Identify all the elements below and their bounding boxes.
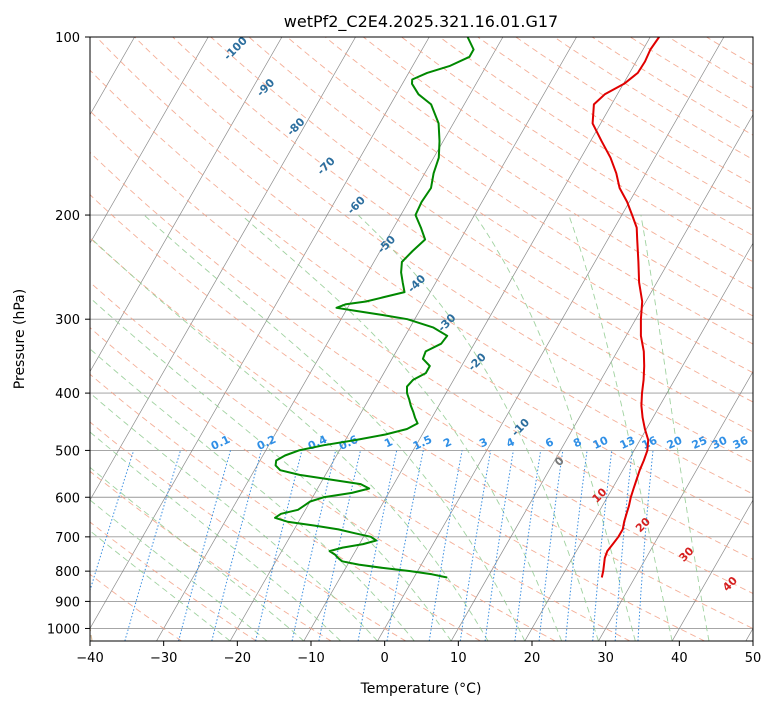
y-tick-label: 100 bbox=[55, 31, 80, 46]
dry-adiabat-line bbox=[324, 37, 753, 317]
moist-adiabat-line bbox=[90, 530, 231, 641]
y-tick-label: 400 bbox=[55, 387, 80, 402]
mixing-ratio-label: 36 bbox=[731, 434, 751, 452]
mixing-ratio-line bbox=[538, 450, 564, 641]
x-tick-label: −10 bbox=[297, 651, 324, 666]
mixing-ratio-line bbox=[178, 450, 231, 641]
y-axis-label: Pressure (hPa) bbox=[12, 289, 28, 389]
y-tick-label: 600 bbox=[55, 491, 80, 506]
isotherm-line bbox=[524, 242, 753, 641]
dry-adiabat-line bbox=[90, 194, 753, 630]
mixing-ratio-label: 30 bbox=[710, 434, 730, 452]
dewpoint-line bbox=[274, 37, 475, 579]
y-tick-label: 300 bbox=[55, 313, 80, 328]
moist-adiabat-line bbox=[90, 466, 305, 641]
y-tick-label: 500 bbox=[55, 444, 80, 459]
isotherm-line bbox=[90, 37, 356, 501]
x-tick-label: −40 bbox=[76, 651, 103, 666]
x-tick-label: 10 bbox=[450, 651, 467, 666]
mixing-ratio-line bbox=[255, 450, 303, 641]
moist-adiabat-line bbox=[640, 214, 710, 641]
mixing-ratio-line bbox=[124, 450, 181, 641]
dry-adiabat-line bbox=[286, 37, 753, 345]
plot-frame bbox=[89, 36, 754, 642]
dry-adiabat-line bbox=[90, 281, 631, 641]
dry-adiabat-line bbox=[96, 37, 753, 495]
dry-adiabat-line bbox=[248, 37, 753, 374]
dry-adiabat-line bbox=[591, 37, 753, 136]
isotherm-line bbox=[156, 37, 504, 641]
y-tick-label: 1000 bbox=[47, 622, 80, 637]
x-tick-label: 20 bbox=[524, 651, 541, 666]
dry-adiabat-line bbox=[90, 237, 705, 641]
isotherm-line bbox=[671, 499, 753, 641]
mixing-ratio-line bbox=[291, 450, 337, 641]
dry-adiabat-line bbox=[363, 37, 753, 290]
x-tick-label: −20 bbox=[224, 651, 251, 666]
mixing-ratio-line bbox=[592, 450, 613, 641]
y-tick-label: 900 bbox=[55, 595, 80, 610]
moist-adiabat-line bbox=[90, 392, 378, 641]
mixing-ratio-line bbox=[614, 450, 633, 641]
moist-adiabat-line bbox=[357, 214, 599, 641]
dry-adiabat-line bbox=[515, 37, 753, 185]
mixing-ratio-label: 16 bbox=[640, 434, 660, 452]
y-tick-label: 700 bbox=[55, 531, 80, 546]
mixing-ratio-label: 13 bbox=[618, 434, 637, 452]
moist-adiabat-line bbox=[90, 348, 415, 641]
mixing-ratio-label: 25 bbox=[690, 434, 709, 452]
x-tick-label: 0 bbox=[381, 651, 389, 666]
isotherm-line bbox=[598, 370, 753, 641]
mixing-ratio-line bbox=[90, 450, 135, 593]
chart-title: wetPf2_C2E4.2025.321.16.01.G17 bbox=[284, 12, 558, 32]
dry-adiabat-line bbox=[553, 37, 753, 161]
moist-adiabat-line bbox=[241, 214, 563, 641]
y-tick-label: 800 bbox=[55, 565, 80, 580]
mixing-ratio-label: 20 bbox=[665, 434, 685, 452]
isotherm-line bbox=[229, 37, 577, 641]
mixing-ratio-label: 10 bbox=[591, 434, 611, 452]
dry-adiabat-line bbox=[90, 151, 753, 595]
moist-adiabat-line bbox=[90, 236, 489, 641]
isotherm-line bbox=[90, 37, 283, 373]
y-tick-label: 200 bbox=[55, 209, 80, 224]
dry-adiabat-line bbox=[439, 37, 753, 236]
dry-adiabat-line bbox=[90, 110, 753, 560]
moist-adiabat-line bbox=[90, 431, 341, 641]
moist-adiabat-line bbox=[474, 214, 636, 641]
dry-adiabat-line bbox=[90, 327, 556, 641]
mixing-ratio-line bbox=[565, 450, 588, 641]
dry-adiabat-line bbox=[401, 37, 753, 263]
dry-adiabat-line bbox=[477, 37, 753, 211]
isotherm-line bbox=[450, 114, 753, 641]
mixing-ratio-line bbox=[211, 450, 262, 641]
x-tick-label: 50 bbox=[745, 651, 762, 666]
isotherm-line bbox=[90, 37, 209, 244]
x-axis-label: Temperature (°C) bbox=[360, 681, 482, 697]
moist-adiabat-line bbox=[90, 499, 268, 641]
axis-ticks: −40 −30 −20 −10 0 10 20 30 40 50 100 200 300 400 500 60… bbox=[47, 31, 761, 666]
dry-adiabat-line bbox=[90, 69, 753, 527]
moist-adiabat-line bbox=[143, 214, 526, 641]
x-tick-label: 40 bbox=[671, 651, 688, 666]
isotherm-line bbox=[377, 37, 725, 641]
x-tick-label: 30 bbox=[597, 651, 614, 666]
temperature-line bbox=[591, 37, 660, 578]
moist-adiabat-line bbox=[568, 214, 673, 641]
background-lines bbox=[90, 37, 753, 641]
mixing-ratio-line bbox=[637, 450, 654, 641]
x-tick-label: −30 bbox=[150, 651, 177, 666]
sounding-profiles bbox=[274, 37, 660, 579]
